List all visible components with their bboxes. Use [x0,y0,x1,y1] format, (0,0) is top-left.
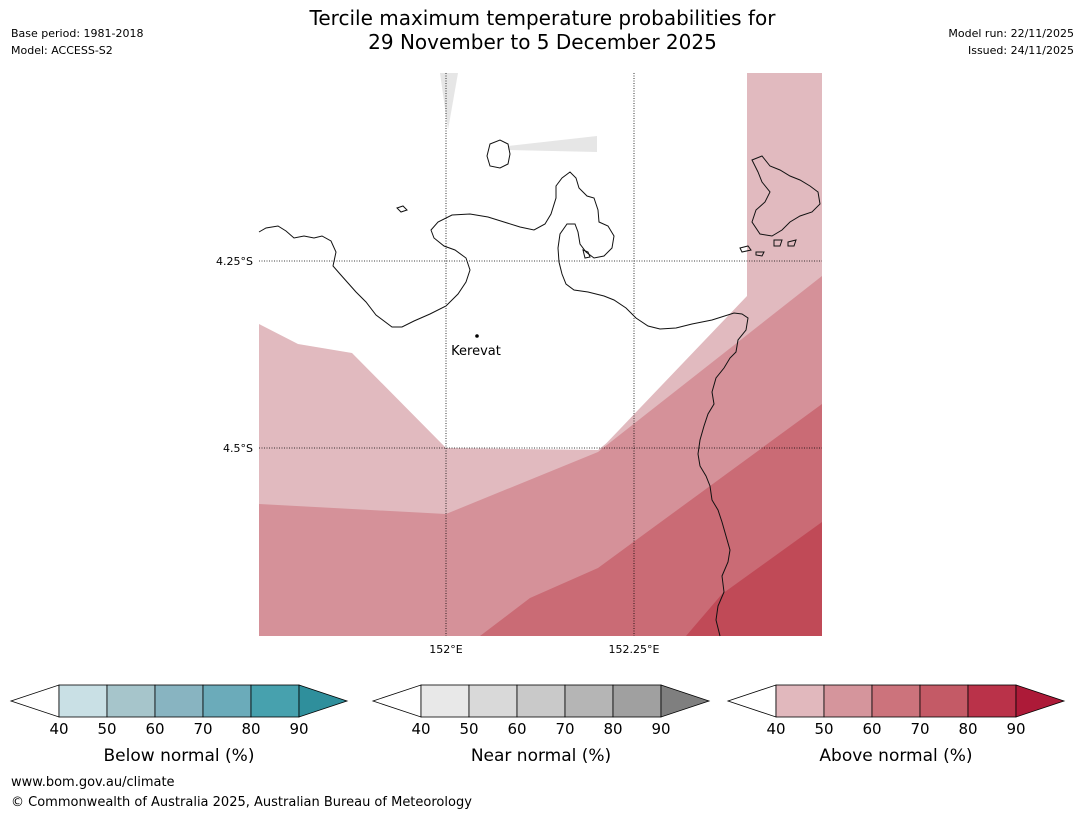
footer-url: www.bom.gov.au/climate [11,775,175,790]
legend-segment [468,684,518,718]
lon-label: 152°E [429,643,462,656]
legend-tick-label: 70 [193,720,212,738]
coastline-islet-east-1 [739,245,752,253]
legend-segment [250,684,300,718]
legend-segment [106,684,156,718]
above-normal-70-80-region [686,522,822,636]
legend-tick-label: 90 [1006,720,1025,738]
above-normal-40-50-region [598,73,822,452]
legend-title: Above normal (%) [819,746,972,766]
coastline-main [258,171,749,637]
legend-title: Near normal (%) [471,746,611,766]
legend-segment [967,684,1017,718]
legend-below-normal: 40 50 60 70 80 90 Below normal (%) [9,684,349,766]
legend-segment [516,684,566,718]
legend-extend-high [298,684,349,718]
legend-tick-label: 80 [958,720,977,738]
issued-date: Issued: 24/11/2025 [967,44,1074,57]
legend-tick-label: 40 [49,720,68,738]
legend-tick-label: 60 [145,720,164,738]
near-normal-40-50-region [440,73,458,130]
legends: 40 50 60 70 80 90 Below normal (%) 40 50 60 70 80 9… [9,684,1066,766]
coastline-islet-east-3 [773,239,783,247]
legend-tick-label: 90 [651,720,670,738]
map-title: Tercile maximum temperature probabilitie… [0,6,1085,54]
legend-segment [823,684,873,718]
base-period: Base period: 1981-2018 [11,27,144,40]
coastline-duke-of-york [751,155,821,237]
legend-extend-high [1015,684,1066,718]
model-name: Model: ACCESS-S2 [11,44,113,57]
legend-tick-label: 50 [97,720,116,738]
legend-segment [775,684,825,718]
coastline-islet-small [396,205,408,213]
legend-segment [564,684,614,718]
legend-segment [154,684,204,718]
model-run: Model run: 22/11/2025 [948,27,1074,40]
legend-tick-label: 60 [507,720,526,738]
header-left: Base period: 1981-2018 Model: ACCESS-S2 [11,25,143,59]
map: 4.25°S 4.5°S 152°E 152.25°E Kerevat [216,73,822,656]
legend-tick-label: 80 [241,720,260,738]
coastline-islet-east-4 [787,239,797,247]
legend-tick-label: 60 [862,720,881,738]
legend-segment [420,684,470,718]
legend-title: Below normal (%) [104,746,255,766]
lat-label: 4.25°S [216,255,253,268]
legend-segment [58,684,108,718]
legend-tick-label: 40 [411,720,430,738]
coastlines [258,139,821,637]
legend-near-normal: 40 50 60 70 80 90 Near normal (%) [371,684,711,766]
legend-tick-label: 40 [766,720,785,738]
legend-tick-label: 50 [459,720,478,738]
legend-segment [202,684,252,718]
legend-above-normal: 40 50 60 70 80 90 Above normal (%) [726,684,1066,766]
coastline-islet-north [486,139,511,169]
legend-segment [612,684,662,718]
title-line-2: 29 November to 5 December 2025 [368,30,717,54]
header-right: Model run: 22/11/2025 Issued: 24/11/2025 [948,25,1074,59]
legend-tick-label: 70 [910,720,929,738]
legend-extend-high [660,684,711,718]
legend-tick-label: 80 [603,720,622,738]
legend-segment [919,684,969,718]
town-marker [475,334,479,338]
legend-extend-low [371,684,422,718]
near-normal-40-50-region [508,136,597,152]
coastline-islet-inlet [582,249,591,259]
coastline-islet-east-2 [755,251,765,257]
legend-tick-label: 50 [814,720,833,738]
legend-extend-low [726,684,777,718]
legend-segment [871,684,921,718]
legend-extend-low [9,684,60,718]
legend-tick-label: 90 [289,720,308,738]
town-label: Kerevat [451,344,501,359]
lon-label: 152.25°E [609,643,660,656]
above-normal-60-70-region [480,404,822,636]
title-line-1: Tercile maximum temperature probabilitie… [309,6,776,30]
footer-copyright: © Commonwealth of Australia 2025, Austra… [11,795,472,810]
lat-label: 4.5°S [223,442,253,455]
legend-tick-label: 70 [555,720,574,738]
